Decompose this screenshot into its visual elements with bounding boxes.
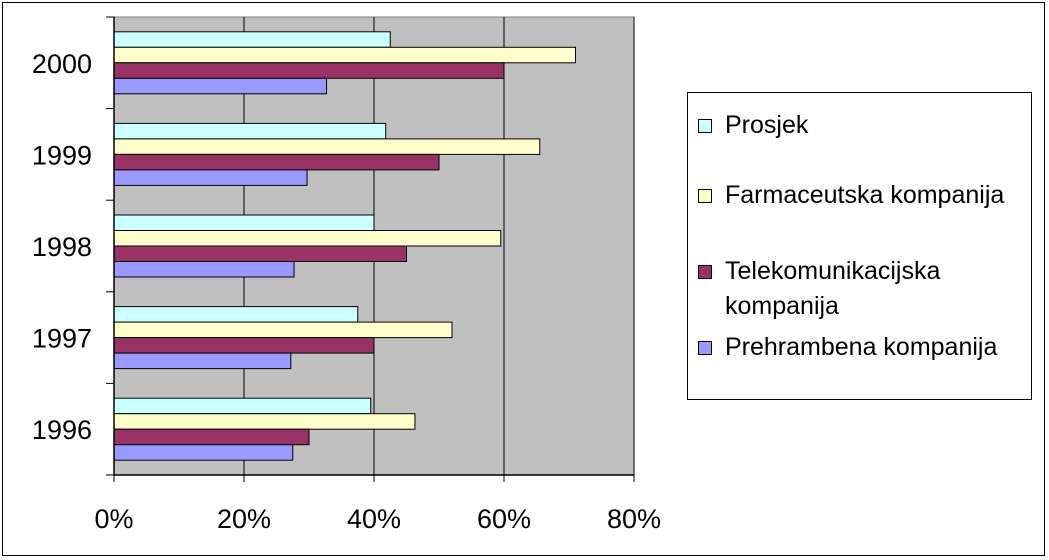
y-tick-label: 2000 <box>32 49 92 79</box>
x-tick-label: 0% <box>94 504 133 534</box>
bar <box>113 230 502 247</box>
bar <box>113 428 310 446</box>
y-tick-label: 1999 <box>32 140 92 170</box>
legend-label-telekomunikacijska: Telekomunikacijska kompanija <box>725 257 941 320</box>
legend-swatch-prehrambena <box>698 341 712 355</box>
bar <box>113 337 375 354</box>
bar <box>113 62 505 79</box>
bar <box>113 444 294 461</box>
legend-swatch-telekomunikacijska <box>698 265 712 279</box>
y-tick-label: 1997 <box>32 324 92 354</box>
bar <box>113 169 308 186</box>
x-tick-labels: 0% 20% 40% 60% 80% <box>94 504 661 534</box>
legend-swatch-prosjek <box>698 119 712 133</box>
bar <box>113 321 453 339</box>
y-tick-label: 1998 <box>32 232 92 262</box>
legend-label-farmaceutska: Farmaceutska kompanija <box>725 181 1005 209</box>
bar <box>113 138 541 155</box>
bar <box>113 352 292 370</box>
y-tick-label: 1996 <box>32 415 92 445</box>
x-tick-label: 40% <box>347 504 401 534</box>
legend: Prosjek Farmaceutska kompanija Telekomun… <box>687 92 1032 400</box>
bar <box>113 306 359 323</box>
bar <box>113 214 375 231</box>
bar <box>113 397 372 415</box>
bar <box>113 31 391 48</box>
bar <box>113 245 407 262</box>
bar <box>113 261 295 278</box>
x-tick-label: 20% <box>217 504 271 534</box>
bar <box>113 153 440 171</box>
legend-swatch-farmaceutska <box>698 189 712 203</box>
legend-label-prehrambena: Prehrambena kompanija <box>725 333 998 361</box>
bars <box>113 31 576 461</box>
axes <box>106 16 635 482</box>
bar <box>113 77 328 95</box>
bar <box>113 413 416 430</box>
y-tick-labels: 1996 1997 1998 1999 2000 <box>32 49 92 445</box>
x-tick-label: 60% <box>477 504 531 534</box>
x-tick-label: 80% <box>607 504 661 534</box>
bar <box>113 122 387 140</box>
legend-label-prosjek: Prosjek <box>725 111 809 139</box>
bar <box>113 46 576 64</box>
